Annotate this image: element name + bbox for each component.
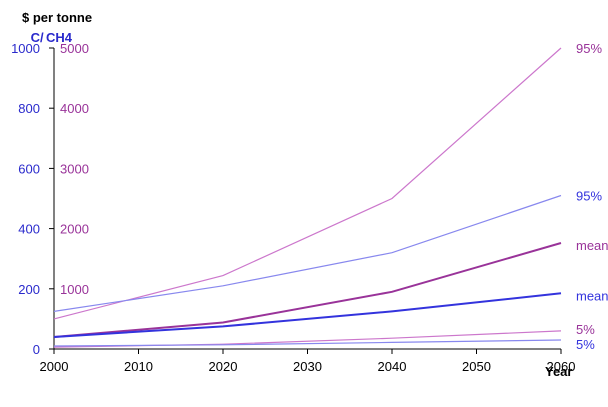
x-tick-label: 2020 bbox=[209, 359, 238, 374]
y-right-tick-label: 2000 bbox=[60, 222, 89, 237]
series-line-c-mean bbox=[53, 292, 562, 338]
y-axis-main-title: $ per tonne bbox=[22, 10, 92, 25]
y-right-tick-label: 5000 bbox=[60, 41, 89, 56]
series-line-ch4-mean bbox=[53, 242, 562, 338]
x-tick-label: 2050 bbox=[462, 359, 491, 374]
y-left-tick-label: 1000 bbox=[11, 41, 40, 56]
series-end-label: mean bbox=[576, 288, 608, 303]
series-line-c-5pct bbox=[53, 339, 562, 347]
series-end-label: 5% bbox=[576, 322, 595, 337]
series-end-label: 95% bbox=[576, 41, 602, 56]
y-left-tick-label: 800 bbox=[18, 101, 40, 116]
series-line-ch4-95pct bbox=[53, 47, 562, 320]
y-axis-title-separator: / bbox=[40, 30, 44, 45]
y-left-tick-label: 200 bbox=[18, 282, 40, 297]
axes: 2000 2010 2020 2030 2040 2050 2060 0 200 400 600 80… bbox=[11, 41, 575, 374]
series-end-label: 95% bbox=[576, 188, 602, 203]
y-axis-title-carbon: C bbox=[31, 30, 41, 45]
y-left-tick-label: 400 bbox=[18, 222, 40, 237]
series-end-label: mean bbox=[576, 238, 608, 253]
x-tick-label: 2040 bbox=[378, 359, 407, 374]
x-tick-label: 2000 bbox=[40, 359, 69, 374]
y-axis-title-methane: CH4 bbox=[46, 30, 73, 45]
series-line-ch4-5pct bbox=[53, 330, 562, 348]
series-end-labels: 95% 95% mean mean 5%5% bbox=[576, 41, 608, 352]
y-left-tick-label: 600 bbox=[18, 161, 40, 176]
series-end-label: 5% bbox=[576, 337, 595, 352]
x-axis-title: Year bbox=[545, 364, 572, 379]
y-right-tick-label: 3000 bbox=[60, 161, 89, 176]
x-tick-label: 2060 bbox=[547, 359, 576, 374]
y-right-tick-label: 4000 bbox=[60, 101, 89, 116]
x-tick-label: 2030 bbox=[293, 359, 322, 374]
series-lines bbox=[53, 47, 562, 348]
series-line-c-95pct bbox=[53, 194, 562, 312]
x-tick-label: 2010 bbox=[124, 359, 153, 374]
y-right-tick-label: 1000 bbox=[60, 282, 89, 297]
y-left-tick-label: 0 bbox=[33, 342, 40, 357]
